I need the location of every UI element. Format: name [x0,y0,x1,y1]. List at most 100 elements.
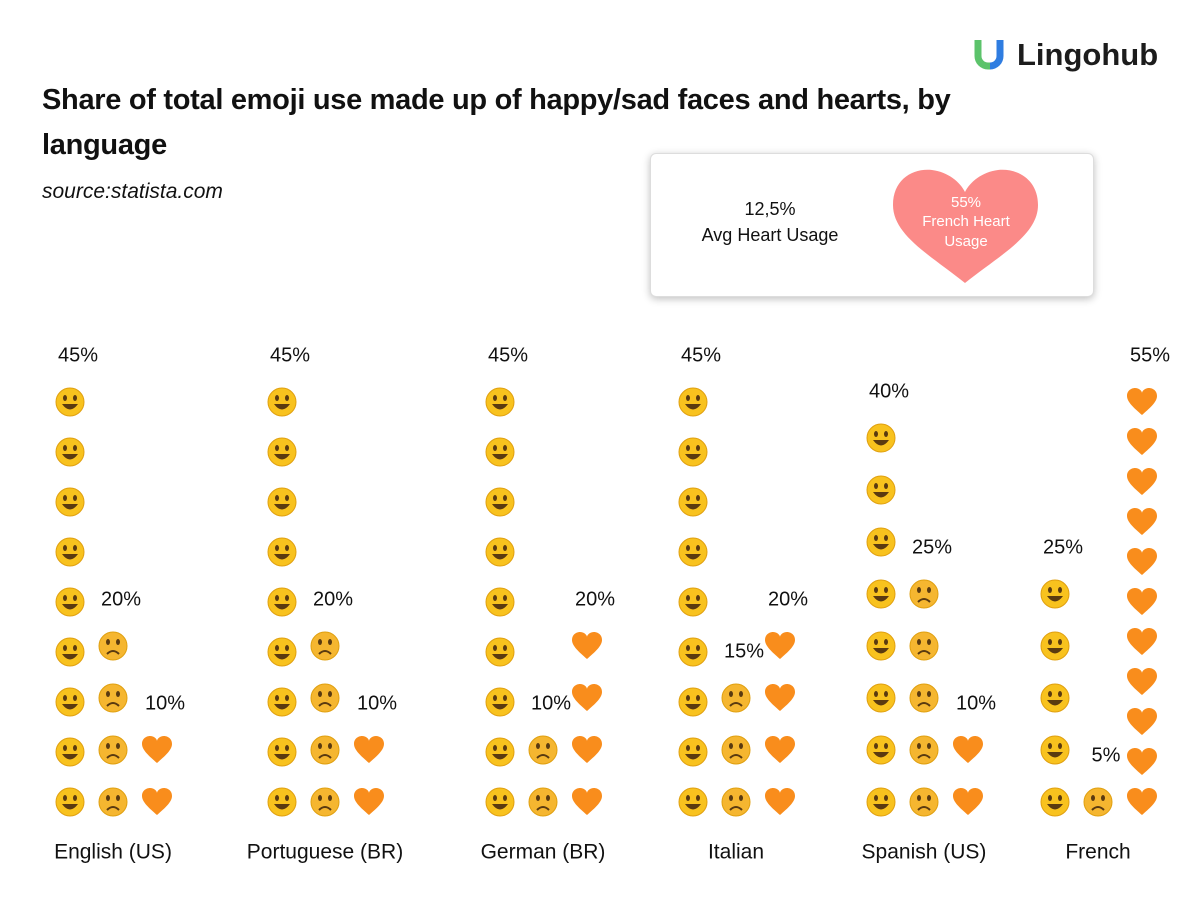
emoji-eye [696,495,700,501]
chart-source: source:statista.com [42,180,223,203]
emoji-eye [116,795,120,801]
value-label: 20% [768,588,808,610]
emoji-face [678,537,708,567]
emoji-face [1040,787,1070,817]
emoji-face [98,787,128,817]
emoji-eye [275,595,279,601]
emoji-eye [884,691,888,697]
emoji-eye [63,545,67,551]
emoji-eye [1048,795,1052,801]
emoji-face [721,735,751,765]
emoji-eye [686,495,690,501]
emoji-eye [1091,795,1095,801]
emoji-face [267,487,297,517]
emoji-mouth [62,604,78,610]
emoji-eye [106,639,110,645]
emoji-face [485,737,515,767]
emoji-face [55,537,85,567]
emoji-face [678,587,708,617]
emoji-eye [318,743,322,749]
emoji-face [909,631,939,661]
emoji-eye [285,545,289,551]
emoji-eye [503,545,507,551]
emoji-eye [285,795,289,801]
category-label: German (BR) [481,841,606,864]
emoji-mouth [274,654,290,660]
emoji-face [721,683,751,713]
emoji-eye [328,639,332,645]
emoji-eye [696,445,700,451]
emoji-eye [493,645,497,651]
emoji-eye [927,639,931,645]
emoji-eye [696,595,700,601]
emoji-eye [546,795,550,801]
emoji-face [267,687,297,717]
logo: Lingohub [974,37,1158,72]
pictogram-column [485,387,515,817]
emoji-face [267,637,297,667]
emoji-face [721,787,751,817]
emoji-heart [1127,788,1157,815]
emoji-mouth [1047,648,1063,654]
value-label: 10% [145,692,185,714]
emoji-eye [275,745,279,751]
emoji-eye [874,795,878,801]
category-label: French [1065,841,1130,864]
emoji-face [55,387,85,417]
emoji-eye [884,587,888,593]
emoji-eye [503,695,507,701]
emoji-eye [493,545,497,551]
emoji-eye [917,639,921,645]
pictogram-column [55,387,85,817]
emoji-eye [696,795,700,801]
value-label: 10% [956,692,996,714]
emoji-eye [917,691,921,697]
emoji-face [678,637,708,667]
emoji-mouth [685,604,701,610]
emoji-mouth [492,654,508,660]
emoji-eye [503,595,507,601]
emoji-eye [63,695,67,701]
pictogram-column [528,735,558,817]
emoji-eye [927,587,931,593]
emoji-eye [739,691,743,697]
emoji-heart [572,788,602,815]
emoji-eye [884,795,888,801]
emoji-eye [686,595,690,601]
value-label: 45% [58,344,98,366]
emoji-face [1040,735,1070,765]
emoji-mouth [62,454,78,460]
emoji-eye [275,395,279,401]
emoji-eye [73,795,77,801]
emoji-eye [285,495,289,501]
emoji-eye [116,639,120,645]
pictogram-column [142,736,172,815]
emoji-eye [739,743,743,749]
emoji-heart [142,736,172,763]
emoji-eye [884,431,888,437]
emoji-face [528,787,558,817]
emoji-face [267,737,297,767]
emoji-eye [917,743,921,749]
emoji-mouth [1091,806,1105,811]
emoji-face [909,683,939,713]
value-label: 25% [1043,536,1083,558]
emoji-mouth [106,806,120,811]
emoji-eye [275,645,279,651]
pictogram-column [953,736,983,815]
emoji-heart [354,788,384,815]
emoji-face [55,637,85,667]
value-label: 15% [724,640,764,662]
logo-text: Lingohub [1017,37,1158,72]
emoji-mouth [106,754,120,759]
pictogram-column [721,683,751,817]
emoji-face [678,737,708,767]
emoji-face [528,735,558,765]
emoji-eye [318,795,322,801]
emoji-eye [884,535,888,541]
pictogram-column [1083,787,1113,817]
emoji-face [678,687,708,717]
emoji-mouth [62,804,78,810]
emoji-mouth [873,648,889,654]
